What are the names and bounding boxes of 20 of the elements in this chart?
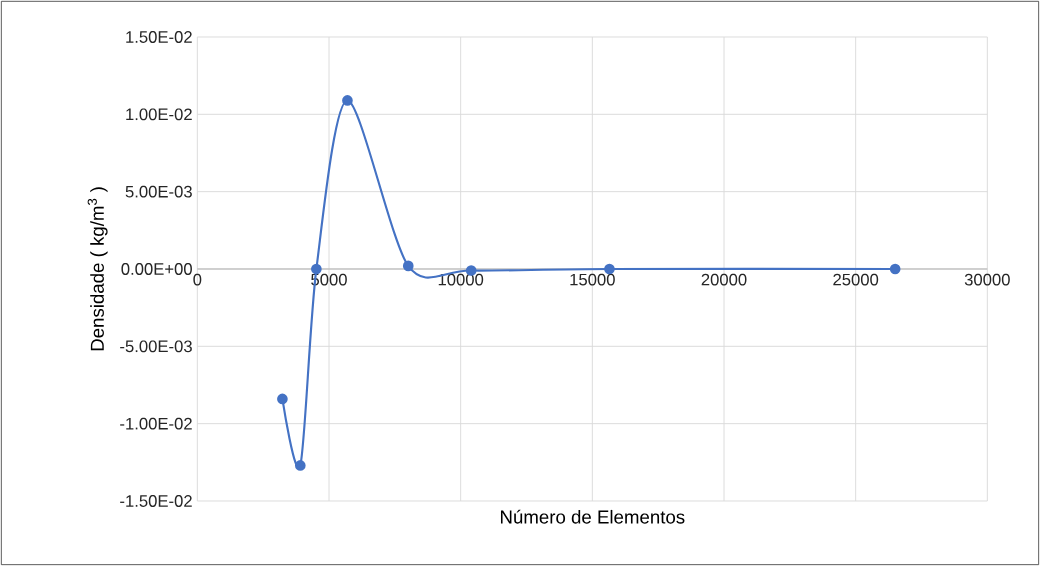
x-tick-label: 20000: [701, 273, 747, 286]
point: [294, 460, 306, 471]
x-tick-label: 25000: [833, 273, 879, 286]
y-tick-label: -1.00E-02: [120, 417, 192, 430]
x-tick-label: 15000: [570, 273, 615, 286]
point: [342, 95, 353, 106]
x-tick-label: 10000: [438, 273, 484, 286]
y-tick-label: 5.00E-03: [125, 185, 192, 198]
y-axis-title: Densidade ( kg/m$^{3}$ ): [87, 187, 108, 351]
x-tick-label: 30000: [964, 273, 1010, 286]
y-tick-label: 0.00E+00: [121, 263, 192, 275]
y-tick-label: -5.00E-03: [120, 340, 192, 353]
point: [402, 260, 414, 272]
y-tick-label: -1.50E-02: [120, 495, 192, 507]
point: [889, 263, 901, 275]
point: [277, 393, 288, 405]
y-tick-label: 1.00E-02: [126, 108, 192, 121]
y-tick-label: 1.50E-02: [126, 31, 192, 43]
x-tick-label: 0: [193, 273, 202, 286]
x-axis-title: Número de Elementos: [501, 509, 685, 524]
